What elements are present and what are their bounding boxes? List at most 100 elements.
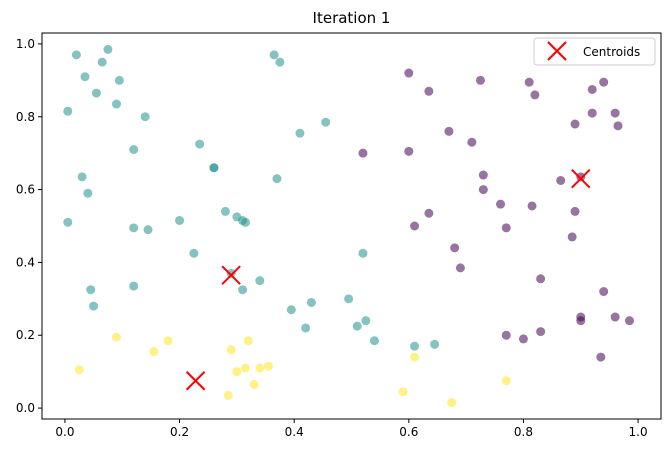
cluster-1-point — [286, 305, 296, 315]
cluster-1-point — [220, 206, 230, 216]
cluster-0-point — [530, 90, 540, 100]
cluster-0-point — [501, 330, 511, 340]
cluster-1-point — [410, 341, 420, 351]
cluster-0-point — [599, 77, 609, 87]
cluster-1-point — [189, 248, 199, 258]
centroid-marker — [185, 371, 206, 391]
legend-label-centroids: Centroids — [583, 45, 640, 59]
cluster-1-point — [361, 316, 371, 326]
cluster-1-point — [63, 217, 73, 227]
cluster-1-point — [269, 50, 279, 60]
cluster-2-point — [255, 363, 265, 373]
cluster-0-point — [570, 119, 580, 129]
points-layer — [63, 44, 634, 408]
cluster-1-point — [114, 75, 124, 85]
y-tick-label: 1.0 — [16, 37, 35, 51]
legend-centroid-marker — [547, 41, 567, 61]
centroid-marker — [571, 168, 591, 189]
cluster-2-point — [223, 390, 233, 400]
cluster-0-point — [404, 68, 414, 78]
cluster-0-point — [596, 352, 606, 362]
chart-title: Iteration 1 — [313, 9, 391, 27]
cluster-1-point — [272, 174, 282, 184]
cluster-1-point — [321, 117, 331, 127]
cluster-1-point — [89, 301, 99, 311]
centroid-marker — [221, 265, 241, 285]
legend-x-icon — [547, 41, 567, 61]
cluster-0-point — [556, 175, 566, 185]
x-tick-label: 0.4 — [285, 425, 304, 439]
y-tick-label: 0.0 — [16, 401, 35, 415]
y-axis-ticks: 0.0 0.2 0.4 0.6 0.8 1.0 — [16, 37, 42, 415]
cluster-2-point — [249, 379, 259, 389]
cluster-0-point — [536, 327, 546, 337]
cluster-0-point — [610, 312, 620, 322]
cluster-0-point — [404, 146, 414, 156]
x-tick-label: 1.0 — [629, 425, 648, 439]
cluster-2-point — [163, 336, 173, 346]
cluster-1-point — [91, 88, 101, 98]
axes-frame — [41, 32, 662, 420]
cluster-1-point — [240, 217, 250, 227]
cluster-2-point — [263, 361, 273, 371]
x-tick-label: 0.6 — [399, 425, 418, 439]
cluster-0-point — [424, 208, 434, 218]
y-tick-label: 0.2 — [16, 328, 35, 342]
cluster-1-point — [129, 281, 139, 291]
cluster-1-point — [358, 248, 368, 258]
cluster-1-point — [195, 139, 205, 149]
cluster-0-point — [518, 334, 528, 344]
cluster-1-point — [80, 72, 90, 82]
cluster-2-point — [501, 376, 511, 386]
cluster-1-point — [295, 128, 305, 138]
y-tick-label: 0.4 — [16, 255, 35, 269]
cluster-0-point — [496, 199, 506, 209]
x-tick-label: 0.8 — [514, 425, 533, 439]
cluster-0-point — [613, 121, 623, 131]
cluster-1-point — [112, 99, 122, 109]
y-tick-label: 0.6 — [16, 183, 35, 197]
cluster-1-point — [430, 339, 440, 349]
y-tick-label: 0.8 — [16, 110, 35, 124]
cluster-0-point — [624, 316, 634, 326]
cluster-2-point — [112, 332, 122, 342]
cluster-2-point — [232, 367, 242, 377]
cluster-2-point — [240, 363, 250, 373]
cluster-0-point — [570, 206, 580, 216]
cluster-0-point — [467, 137, 477, 147]
x-axis-ticks: 0.0 0.2 0.4 0.6 0.8 1.0 — [55, 419, 648, 439]
cluster-1-point — [97, 57, 107, 67]
cluster-0-point — [424, 86, 434, 96]
cluster-0-point — [567, 232, 577, 242]
cluster-0-point — [358, 148, 368, 158]
cluster-0-point — [524, 77, 534, 87]
cluster-0-point — [587, 84, 597, 94]
cluster-2-point — [398, 387, 408, 397]
cluster-0-point — [610, 108, 620, 118]
cluster-0-point — [501, 223, 511, 233]
cluster-0-point — [587, 108, 597, 118]
cluster-0-point — [576, 172, 586, 182]
cluster-0-point — [450, 243, 460, 253]
cluster-0-point — [576, 316, 586, 326]
cluster-2-point — [243, 336, 253, 346]
cluster-0-point — [536, 274, 546, 284]
cluster-1-point — [344, 294, 354, 304]
cluster-0-point — [527, 201, 537, 211]
x-tick-label: 0.0 — [55, 425, 74, 439]
legend: Centroids — [533, 37, 656, 66]
cluster-0-point — [478, 170, 488, 180]
cluster-2-point — [226, 345, 236, 355]
cluster-1-point — [77, 172, 87, 182]
cluster-1-point — [129, 145, 139, 155]
cluster-1-point — [275, 57, 285, 67]
cluster-1-point — [129, 223, 139, 233]
cluster-1-point — [71, 50, 81, 60]
x-tick-label: 0.2 — [170, 425, 189, 439]
cluster-2-point — [149, 347, 159, 357]
cluster-2-point — [410, 352, 420, 362]
cluster-0-point — [444, 126, 454, 136]
cluster-1-point — [255, 276, 265, 286]
